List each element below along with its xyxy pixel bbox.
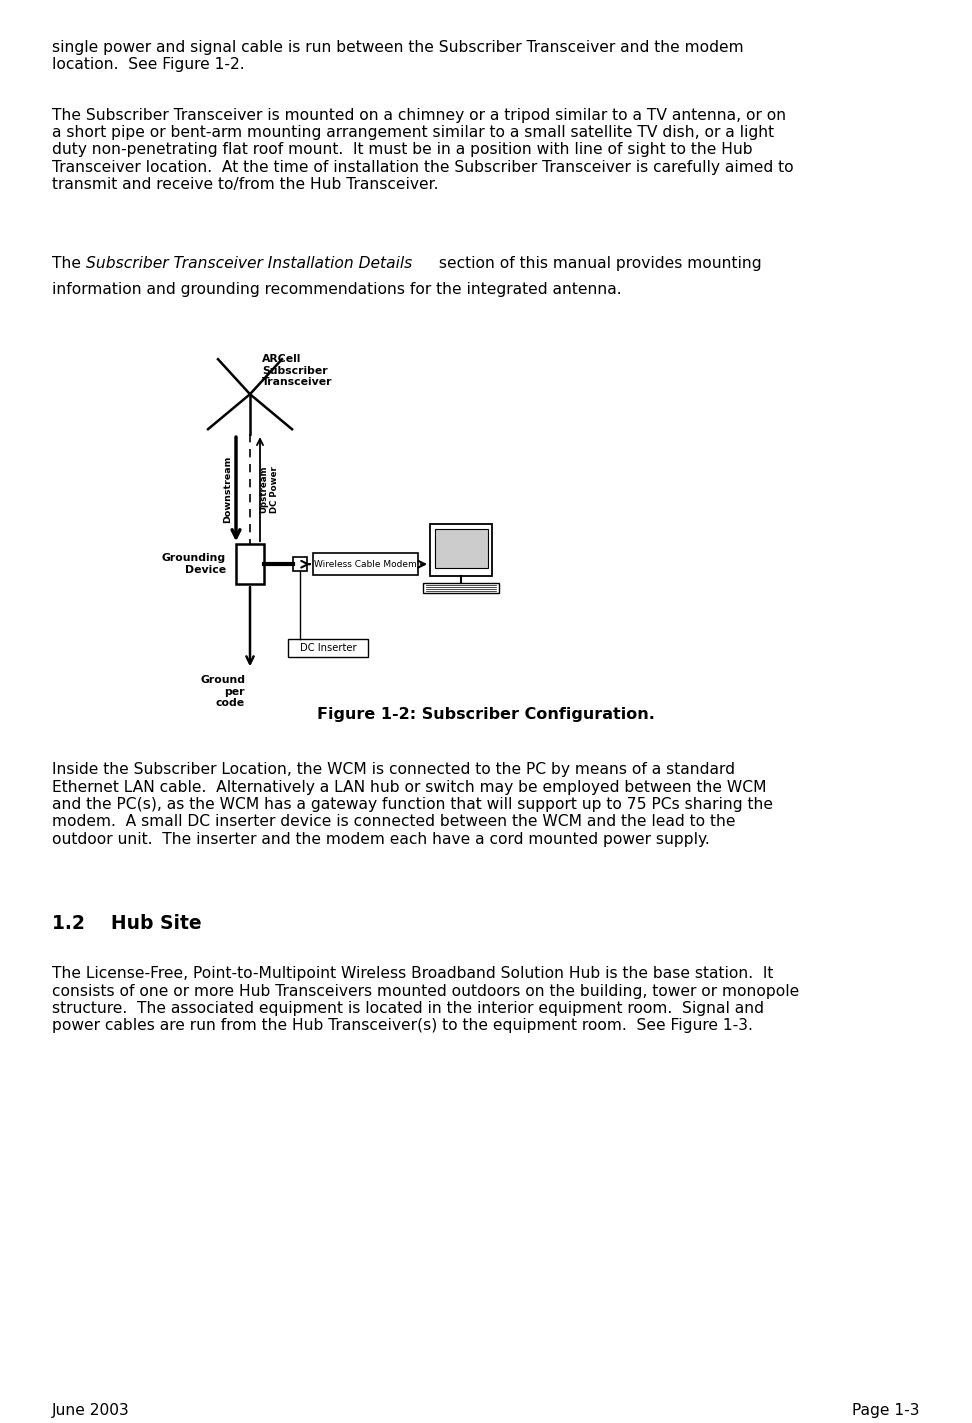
Bar: [313, 554, 418, 575]
Bar: [293, 558, 307, 571]
Text: Downstream: Downstream: [224, 455, 232, 522]
Text: Wireless Cable Modem: Wireless Cable Modem: [314, 559, 417, 569]
Text: The License-Free, Point-to-Multipoint Wireless Broadband Solution Hub is the bas: The License-Free, Point-to-Multipoint Wi…: [52, 966, 799, 1033]
Text: June 2003: June 2003: [52, 1403, 129, 1417]
Text: Page 1-3: Page 1-3: [852, 1403, 920, 1417]
Text: Grounding
Device: Grounding Device: [162, 554, 226, 575]
Text: The: The: [52, 256, 86, 270]
Text: section of this manual provides mounting: section of this manual provides mounting: [434, 256, 762, 270]
Text: 1.2    Hub Site: 1.2 Hub Site: [52, 914, 201, 933]
Text: Inside the Subscriber Location, the WCM is connected to the PC by means of a sta: Inside the Subscriber Location, the WCM …: [52, 763, 773, 847]
Text: Upstream
DC Power: Upstream DC Power: [260, 465, 279, 512]
Text: Ground
per
code: Ground per code: [200, 675, 245, 709]
Bar: [236, 544, 264, 585]
Text: Figure 1-2: Subscriber Configuration.: Figure 1-2: Subscriber Configuration.: [317, 707, 655, 723]
Text: information and grounding recommendations for the integrated antenna.: information and grounding recommendation…: [52, 282, 622, 297]
Text: The Subscriber Transceiver is mounted on a chimney or a tripod similar to a TV a: The Subscriber Transceiver is mounted on…: [52, 108, 793, 192]
Text: Subscriber Transceiver Installation Details: Subscriber Transceiver Installation Deta…: [87, 256, 412, 270]
Text: ARCell
Subscriber
Transceiver: ARCell Subscriber Transceiver: [262, 354, 332, 387]
Text: single power and signal cable is run between the Subscriber Transceiver and the : single power and signal cable is run bet…: [52, 40, 744, 73]
Text: DC Inserter: DC Inserter: [299, 643, 357, 653]
Bar: [288, 639, 368, 657]
Bar: [434, 529, 488, 568]
Bar: [430, 524, 492, 576]
Bar: [423, 583, 499, 593]
